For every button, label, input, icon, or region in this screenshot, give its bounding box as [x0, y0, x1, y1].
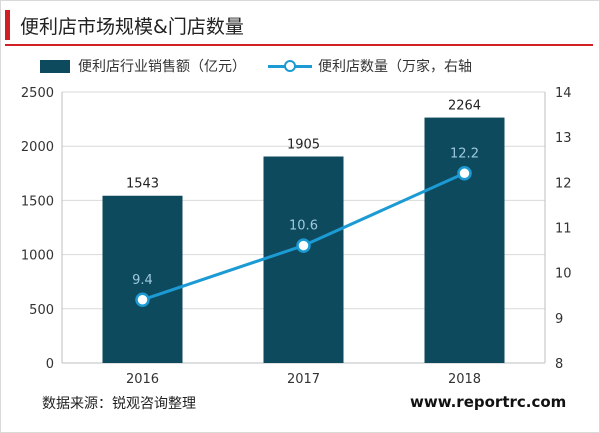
- y-right-tick-label: 11: [555, 222, 572, 237]
- line-data-label: 10.6: [289, 219, 318, 234]
- page-title: 便利店市场规模&门店数量: [20, 16, 244, 38]
- x-tick-label: 2017: [287, 372, 320, 387]
- y-left-tick-label: 1000: [21, 249, 54, 264]
- y-left-tick-label: 2000: [21, 140, 54, 155]
- y-right-tick-label: 10: [555, 267, 572, 282]
- chart-legend: 便利店行业销售额（亿元） 便利店数量（万家，右轴: [0, 52, 600, 78]
- y-left-tick-label: 500: [29, 303, 54, 318]
- y-right-tick-label: 14: [555, 86, 572, 101]
- y-right-tick-label: 8: [555, 357, 563, 372]
- bar-data-label: 1905: [287, 137, 320, 152]
- chart-bars: [102, 117, 505, 363]
- x-tick-label: 2018: [448, 372, 481, 387]
- chart-labels: 1543 1905 2264 9.4 10.6 12.2: [126, 99, 481, 288]
- legend-swatch-bar: [40, 59, 70, 73]
- line-data-label: 12.2: [450, 146, 479, 161]
- y-right-tick-label: 13: [555, 131, 572, 146]
- y-right-tick-label: 9: [555, 312, 563, 327]
- legend-swatch-line: [268, 59, 312, 73]
- y-left-tick-label: 2500: [21, 86, 54, 101]
- legend-item-stores: 便利店数量（万家，右轴: [268, 56, 472, 76]
- line-point: [457, 166, 472, 181]
- legend-label-sales: 便利店行业销售额（亿元）: [78, 59, 246, 75]
- source-note: 数据来源：锐观咨询整理: [42, 396, 196, 412]
- line-point: [296, 238, 311, 253]
- legend-label-stores: 便利店数量（万家，右轴: [318, 59, 472, 75]
- bar: [263, 156, 344, 363]
- y-right-tick-label: 12: [555, 176, 572, 191]
- bar: [102, 195, 183, 363]
- chart-line: [135, 166, 472, 308]
- website-link[interactable]: www.reportrc.com: [410, 393, 567, 411]
- y-left-tick-label: 0: [46, 357, 54, 372]
- bar-data-label: 2264: [448, 99, 481, 114]
- title-divider: [5, 44, 593, 46]
- y-left-tick-label: 1500: [21, 194, 54, 209]
- bar: [424, 117, 505, 363]
- legend-item-sales: 便利店行业销售额（亿元）: [40, 56, 246, 76]
- chart-axes: 0 500 1000 1500 2000 2500 8 9 10 11 12 13 14 2016 2017…: [21, 86, 572, 387]
- line-data-label: 9.4: [132, 273, 153, 288]
- x-tick-label: 2016: [126, 372, 159, 387]
- bar-data-label: 1543: [126, 177, 159, 192]
- line-point: [135, 292, 150, 308]
- title-accent-bar: [5, 10, 10, 40]
